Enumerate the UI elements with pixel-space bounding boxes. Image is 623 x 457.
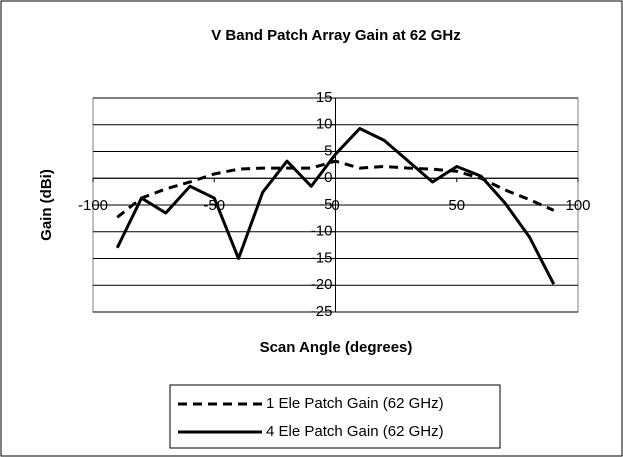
legend-label: 4 Ele Patch Gain (62 GHz) bbox=[266, 423, 444, 440]
chart-title: V Band Patch Array Gain at 62 GHz bbox=[211, 27, 461, 44]
y-tick-label: 0 bbox=[324, 169, 332, 186]
y-tick-label: 10 bbox=[316, 116, 333, 133]
legend bbox=[169, 384, 501, 449]
y-tick-label: -15 bbox=[311, 249, 333, 266]
y-tick-label: -10 bbox=[311, 223, 333, 240]
y-tick-label: -20 bbox=[311, 276, 333, 293]
x-axis-label: Scan Angle (degrees) bbox=[260, 339, 413, 356]
y-tick-label: -25 bbox=[311, 303, 333, 320]
y-axis-label: Gain (dBi) bbox=[38, 169, 55, 241]
x-tick-label: 50 bbox=[448, 197, 465, 214]
legend-label: 1 Ele Patch Gain (62 GHz) bbox=[266, 395, 444, 412]
y-tick-label: 5 bbox=[324, 142, 332, 159]
y-tick-label: -5 bbox=[319, 196, 332, 213]
y-tick-label: 15 bbox=[316, 89, 333, 106]
data-line bbox=[115, 126, 556, 285]
x-tick-label: 100 bbox=[565, 197, 590, 214]
x-tick-label: -100 bbox=[78, 197, 108, 214]
